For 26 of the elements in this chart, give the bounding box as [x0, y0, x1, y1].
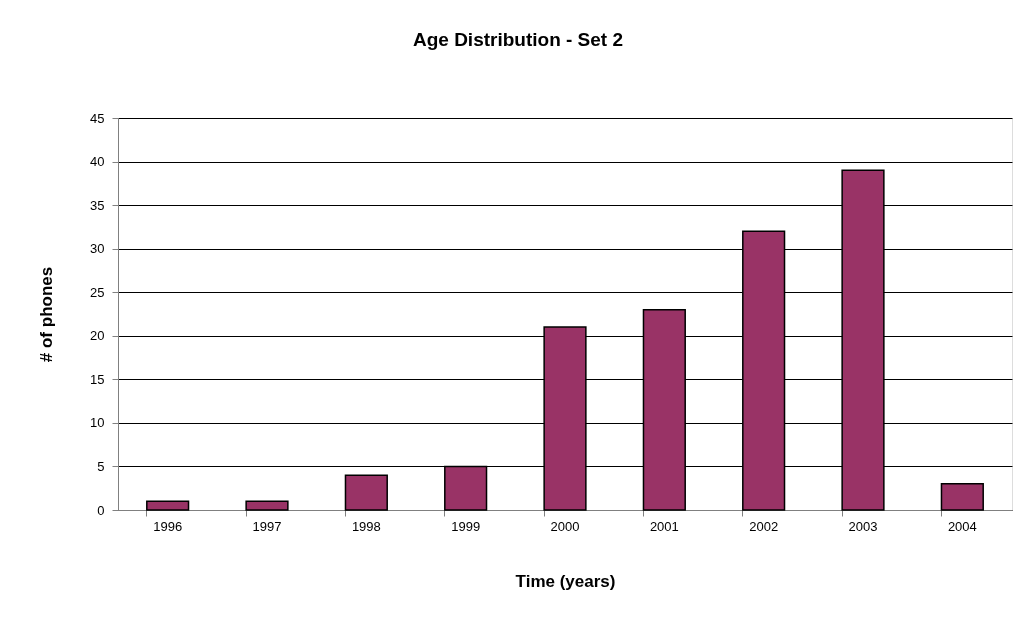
x-tick-label: 1997	[252, 518, 282, 534]
y-axis-title: # of phones	[37, 266, 57, 363]
y-tick-label: 25	[90, 284, 105, 300]
bar	[245, 500, 289, 511]
x-tick-label: 2000	[550, 518, 580, 534]
x-tick-label: 1999	[451, 518, 481, 534]
x-tick-label: 2004	[947, 518, 977, 534]
x-tick-label: 1998	[351, 518, 381, 534]
x-tick-label: 2002	[749, 518, 779, 534]
y-tick-label: 0	[97, 502, 105, 518]
y-tick-label: 35	[90, 197, 105, 213]
bar	[940, 483, 984, 511]
x-axis-title: Time (years)	[515, 571, 616, 591]
y-tick-label: 45	[90, 110, 105, 126]
y-tick-label: 5	[97, 458, 105, 474]
y-tick-label: 20	[90, 328, 105, 344]
y-tick-label: 30	[90, 241, 105, 257]
y-tick-label: 15	[90, 371, 105, 387]
x-tick-label: 2003	[848, 518, 878, 534]
x-tick-label: 2001	[649, 518, 679, 534]
y-tick-label: 10	[90, 415, 105, 431]
chart-title: Age Distribution - Set 2	[412, 29, 624, 50]
y-tick-label: 40	[90, 154, 105, 170]
bar	[344, 474, 388, 511]
bar	[146, 500, 190, 511]
x-tick-label: 1996	[153, 518, 183, 534]
